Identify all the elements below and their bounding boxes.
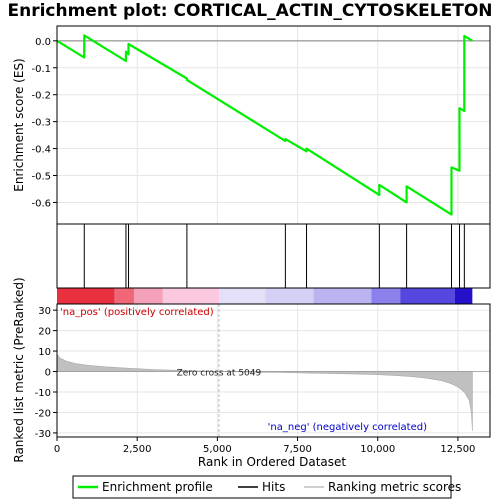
neg-label: 'na_neg' (negatively correlated) [268,422,427,433]
x-tick-label: 2,500 [123,444,152,455]
band-segment [454,288,473,304]
enrichment-profile-line [56,34,473,216]
es-y-tick-label: -0.1 [31,64,51,75]
legend-metric-label: Ranking metric scores [328,480,461,494]
es-y-tick-label: -0.6 [31,198,51,209]
band-segment [265,288,314,304]
metric-y-tick-label: 0 [45,368,51,379]
chart-title: Enrichment plot: CORTICAL_ACTIN_CYTOSKEL… [7,1,493,21]
es-panel [56,26,490,224]
band-segment [313,288,372,304]
es-y-tick-label: -0.2 [31,91,51,102]
band-segment [57,288,115,304]
legend: Enrichment profile Hits Ranking metric sco… [72,475,461,499]
metric-y-axis-label: Ranked list metric (PreRanked) [12,277,26,462]
metric-y-tick-label: -10 [35,388,51,399]
x-tick-label: 12,500 [440,444,475,455]
axes: 0.0 -0.1 -0.2 -0.3 -0.4 -0.5 -0.6 30 20 10 0 -10 -20… [12,25,491,469]
band-segment [162,288,219,304]
metric-y-tick-label: -30 [35,429,51,440]
metric-y-tick-label: 20 [38,327,51,338]
legend-hits-label: Hits [262,480,285,494]
pos-label: 'na_pos' (positively correlated) [60,307,214,318]
metric-y-tick-label: -20 [35,408,51,419]
x-tick-label: 5,000 [203,444,232,455]
x-axis-label: Rank in Ordered Dataset [198,455,346,469]
band-segment [371,288,401,304]
panel-frame [56,25,491,225]
legend-enrichment-label: Enrichment profile [102,480,213,494]
band-segment [114,288,134,304]
ranking-metric-area [56,353,473,431]
metric-y-tick-label: 30 [38,306,51,317]
band-segment [133,288,163,304]
zero-cross-label: Zero cross at 5049 [177,369,262,379]
x-tick-label: 10,000 [360,444,395,455]
band-segment [218,288,266,304]
panel-frame [56,303,491,438]
band-segment [400,288,455,304]
x-tick-label: 7,500 [283,444,312,455]
hits-panel [83,224,465,288]
x-tick-label: 0 [54,444,60,455]
metric-y-tick-label: 10 [38,347,51,358]
ranking-color-band [57,288,473,304]
es-y-tick-label: -0.5 [31,172,51,183]
es-y-tick-label: 0.0 [35,37,51,48]
metric-panel: 'na_pos' (positively correlated) Zero cro… [56,304,490,437]
es-y-axis-label: Enrichment score (ES) [12,58,26,191]
es-y-tick-label: -0.4 [31,145,51,156]
legend-box [72,475,452,499]
es-y-tick-label: -0.3 [31,118,51,129]
panel-frame [56,223,491,289]
